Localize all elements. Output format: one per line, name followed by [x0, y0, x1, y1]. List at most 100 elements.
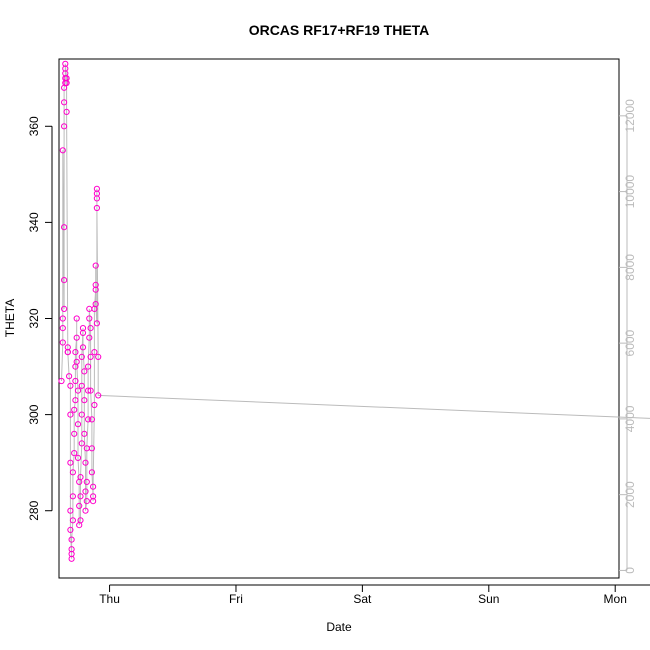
data-point — [78, 382, 85, 389]
data-point — [82, 459, 89, 466]
data-point — [67, 459, 74, 466]
data-point — [91, 401, 98, 409]
point-series — [58, 60, 102, 562]
data-point — [73, 358, 80, 365]
y-tick-label: 280 — [27, 500, 41, 520]
data-point — [67, 526, 74, 534]
data-point — [71, 430, 78, 437]
data-point — [85, 416, 92, 423]
data-point — [71, 406, 78, 413]
y-axis-right: 0 2000 4000 6000 8000 10000 12000 — [619, 99, 637, 574]
data-point — [72, 377, 79, 385]
data-point — [72, 349, 79, 356]
data-point — [79, 329, 87, 336]
y-right-tick-label: 8000 — [623, 254, 637, 281]
data-point — [73, 315, 80, 322]
y-tick-label: 360 — [27, 116, 41, 136]
data-point — [87, 387, 94, 394]
data-point — [91, 349, 98, 356]
data-point — [79, 344, 87, 351]
data-point — [59, 315, 66, 322]
y-right-tick-label: 2000 — [623, 481, 637, 508]
data-point — [88, 469, 96, 476]
data-point — [59, 339, 66, 346]
x-tick-label: Fri — [229, 592, 243, 606]
data-point — [61, 99, 68, 106]
data-point — [86, 334, 93, 341]
y-axis-left: 280 300 320 340 360 — [27, 116, 53, 521]
data-point — [61, 224, 68, 231]
x-tick-label: Sun — [478, 592, 499, 606]
data-point — [86, 315, 93, 322]
data-point — [77, 517, 84, 524]
data-point — [92, 262, 99, 269]
data-point — [88, 445, 96, 452]
line-series — [61, 63, 650, 559]
data-point — [64, 349, 71, 356]
data-point — [90, 483, 97, 490]
data-point — [82, 488, 89, 495]
series-line — [61, 63, 650, 559]
data-point — [82, 507, 89, 514]
data-point — [63, 108, 70, 116]
data-point — [68, 536, 75, 543]
data-point — [68, 546, 75, 553]
x-tick-label: Thu — [99, 592, 120, 606]
data-point — [69, 517, 77, 524]
x-axis: ThuFriSatSunMonTue — [99, 584, 650, 606]
data-point — [78, 411, 85, 418]
y-right-tick-label: 10000 — [623, 175, 637, 209]
data-point — [95, 353, 102, 360]
data-point — [87, 325, 94, 332]
x-axis-label: Date — [326, 620, 352, 634]
data-point — [78, 440, 85, 447]
y-axis-label: THETA — [3, 299, 17, 337]
data-point — [67, 382, 74, 389]
data-point — [59, 147, 66, 154]
chart-title: ORCAS RF17+RF19 THETA — [249, 22, 430, 38]
data-point — [59, 325, 66, 332]
x-tick-label: Mon — [604, 592, 627, 606]
data-point — [63, 79, 70, 87]
data-point — [81, 430, 88, 437]
data-point — [67, 411, 74, 418]
y-right-tick-label: 4000 — [623, 405, 637, 432]
data-point — [72, 397, 79, 404]
data-point — [83, 478, 90, 485]
data-point — [76, 502, 83, 509]
data-point — [87, 353, 94, 360]
data-point — [93, 320, 101, 327]
data-point — [77, 474, 84, 481]
y-tick-label: 340 — [27, 212, 41, 232]
data-point — [83, 498, 90, 505]
data-point — [92, 281, 99, 288]
data-point — [85, 387, 92, 394]
data-point — [71, 450, 78, 457]
data-point — [69, 493, 77, 500]
data-point — [61, 277, 68, 284]
x-tick-label: Sat — [353, 592, 372, 606]
data-point — [61, 305, 68, 312]
y-tick-label: 320 — [27, 308, 41, 328]
data-point — [74, 387, 82, 394]
data-point — [74, 454, 82, 461]
data-point — [68, 555, 75, 562]
data-point — [88, 416, 96, 423]
data-point — [78, 353, 85, 360]
data-point — [61, 123, 68, 130]
data-point — [95, 392, 102, 399]
y-right-tick-label: 12000 — [623, 99, 637, 133]
data-point — [92, 301, 99, 308]
data-point — [93, 190, 101, 197]
data-point — [69, 469, 77, 476]
plot-frame — [58, 58, 620, 579]
data-point — [74, 421, 82, 428]
data-point — [93, 204, 101, 212]
data-point — [58, 377, 65, 385]
y-tick-label: 300 — [27, 404, 41, 424]
data-point — [73, 334, 80, 341]
data-point — [66, 373, 73, 380]
data-point — [81, 397, 88, 404]
data-point — [77, 493, 84, 500]
data-point — [85, 363, 92, 370]
